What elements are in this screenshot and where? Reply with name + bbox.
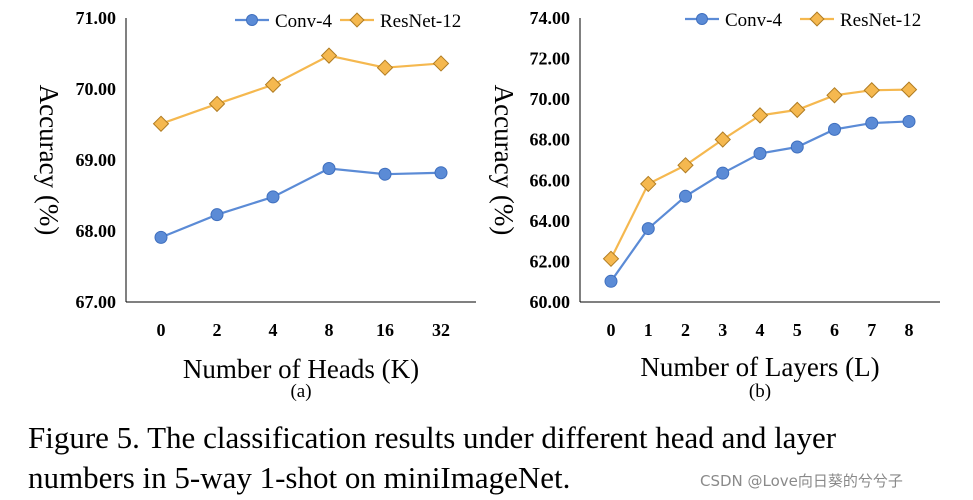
chart-1-point-conv-4 <box>790 140 804 154</box>
chart-1-y-tick-label: 60.00 <box>530 292 571 312</box>
chart-1-panel-label: (b) <box>749 381 771 402</box>
chart-1-y-axis-label: Accuracy (%) <box>489 85 519 236</box>
chart-0-point-conv-4 <box>266 190 280 204</box>
chart-1-point-resnet-12 <box>602 250 620 267</box>
chart-0-x-tick-label: 2 <box>213 320 222 340</box>
chart-0-point-conv-4 <box>154 230 168 244</box>
chart-0-legend-marker-resnet-12 <box>349 12 365 28</box>
chart-1-legend-label-conv-4: Conv-4 <box>725 10 783 31</box>
chart-1-legend-label-resnet-12: ResNet-12 <box>840 10 921 31</box>
chart-1-x-tick-label: 1 <box>644 320 653 340</box>
chart-1-point-conv-4 <box>865 116 879 130</box>
chart-1-x-tick-label: 3 <box>718 320 727 340</box>
chart-0-x-tick-label: 4 <box>269 320 278 340</box>
chart-0-point-conv-4 <box>210 208 224 222</box>
chart-1-point-conv-4 <box>828 122 841 136</box>
chart-0-y-tick-label: 68.00 <box>76 221 117 241</box>
chart-0-x-tick-label: 8 <box>325 320 334 340</box>
chart-1-x-tick-label: 0 <box>607 320 616 340</box>
chart-1-point-conv-4 <box>679 189 692 203</box>
chart-0-point-resnet-12 <box>376 59 394 76</box>
chart-1-point-resnet-12 <box>640 175 657 193</box>
chart-1-point-resnet-12 <box>677 157 694 174</box>
chart-1-point-resnet-12 <box>789 101 806 119</box>
chart-1-point-conv-4 <box>716 166 730 180</box>
watermark: CSDN @Love向日葵的兮兮子 <box>700 472 903 490</box>
chart-0-point-resnet-12 <box>208 95 226 113</box>
chart-0-legend-label-conv-4: Conv-4 <box>275 11 333 32</box>
chart-1-point-conv-4 <box>641 222 655 236</box>
chart-1-x-tick-label: 8 <box>905 320 914 340</box>
chart-0-series-line-resnet-12 <box>160 54 442 125</box>
chart-0-x-tick-label: 32 <box>432 320 450 340</box>
chart-1-point-resnet-12 <box>751 107 769 124</box>
chart-1-x-tick-label: 7 <box>867 320 876 340</box>
chart-0-point-conv-4 <box>434 166 448 180</box>
chart-1-x-tick-label: 5 <box>793 320 802 340</box>
chart-1-y-tick-label: 70.00 <box>530 89 571 109</box>
chart-1-point-conv-4 <box>902 114 916 128</box>
chart-1-y-tick-label: 62.00 <box>530 251 571 271</box>
chart-1-point-resnet-12 <box>714 131 731 148</box>
chart-0-x-axis-label: Number of Heads (K) <box>183 354 419 384</box>
chart-1-legend-marker-conv-4 <box>696 13 708 25</box>
chart-1-point-resnet-12 <box>863 82 880 99</box>
caption-line-1: Figure 5. The classification results und… <box>28 420 837 455</box>
chart-0-point-resnet-12 <box>152 115 170 132</box>
chart-0-y-tick-label: 69.00 <box>76 150 117 170</box>
caption-line-2: numbers in 5-way 1-shot on miniImageNet. <box>28 460 571 495</box>
chart-0-y-axis-label: Accuracy (%) <box>34 85 64 236</box>
chart-1-x-tick-label: 4 <box>756 320 765 340</box>
chart-1-point-resnet-12 <box>900 81 918 98</box>
chart-1-y-tick-label: 64.00 <box>530 211 571 231</box>
chart-0-x-tick-label: 16 <box>376 320 394 340</box>
chart-1-series-line-conv-4 <box>610 120 910 282</box>
chart-1-legend-marker-resnet-12 <box>809 11 825 27</box>
chart-0-point-conv-4 <box>378 167 392 181</box>
chart-0-x-tick-label: 0 <box>157 320 166 340</box>
chart-1-y-tick-label: 66.00 <box>530 170 571 190</box>
chart-0-y-tick-label: 71.00 <box>76 8 117 28</box>
chart-1-point-conv-4 <box>753 147 767 161</box>
chart-0-legend-label-resnet-12: ResNet-12 <box>380 11 461 32</box>
chart-1-point-resnet-12 <box>826 87 843 104</box>
chart-0-point-resnet-12 <box>432 55 450 72</box>
chart-1-y-tick-label: 68.00 <box>530 130 571 150</box>
chart-0-legend-marker-conv-4 <box>246 14 258 26</box>
chart-1-point-conv-4 <box>604 274 618 288</box>
chart-0-point-conv-4 <box>322 162 336 176</box>
figure-caption: Figure 5. The classification results und… <box>28 418 836 498</box>
chart-0-y-tick-label: 67.00 <box>76 292 117 312</box>
chart-1-x-tick-label: 6 <box>830 320 839 340</box>
chart-1-y-tick-label: 74.00 <box>530 8 571 28</box>
chart-1-x-axis-label: Number of Layers (L) <box>640 352 879 382</box>
chart-1-y-tick-label: 72.00 <box>530 49 571 69</box>
chart-0-point-resnet-12 <box>320 47 338 64</box>
chart-0-y-tick-label: 70.00 <box>76 79 117 99</box>
chart-0-panel-label: (a) <box>290 381 311 402</box>
chart-0-point-resnet-12 <box>264 76 282 93</box>
chart-0-series-line-conv-4 <box>160 167 442 239</box>
chart-1-x-tick-label: 2 <box>681 320 690 340</box>
